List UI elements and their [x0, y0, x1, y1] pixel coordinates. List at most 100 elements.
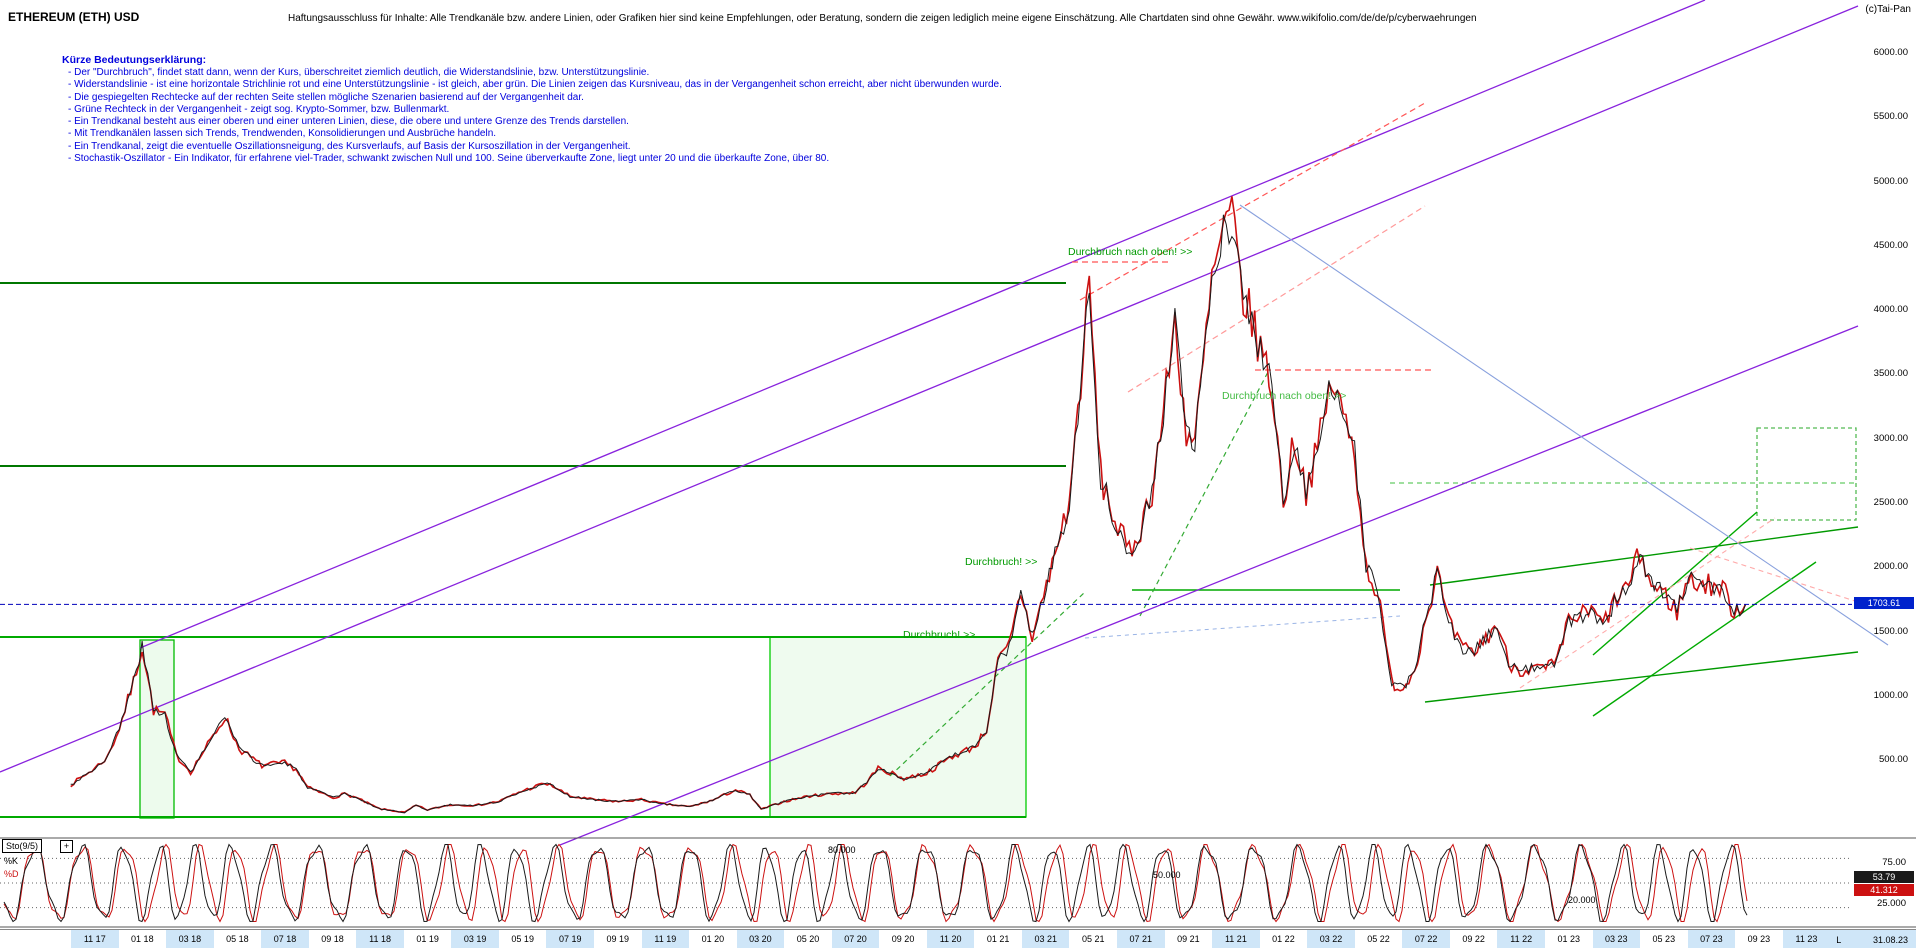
- price-tick-label: 5000.00: [1873, 175, 1908, 187]
- date-label: 09 23: [1735, 930, 1783, 948]
- date-label: 01 19: [403, 930, 452, 948]
- channel-upper-2023[interactable]: [1429, 526, 1859, 586]
- date-axis-spacer: [0, 930, 71, 948]
- legend-line: - Mit Trendkanälen lassen sich Trends, T…: [68, 128, 497, 140]
- explanation-heading: Kürze Bedeutungserklärung:: [62, 54, 207, 66]
- downtrend-line-2022[interactable]: [1239, 204, 1889, 646]
- date-label: 07 18: [261, 930, 309, 948]
- price-tick-label: 6000.00: [1873, 46, 1908, 58]
- legend-line: - Ein Trendkanal, zeigt die eventuelle O…: [68, 140, 631, 152]
- date-label: 01 21: [974, 930, 1022, 948]
- date-label: 09 22: [1449, 930, 1498, 948]
- stochastic-indicator-label[interactable]: Sto(9/5): [2, 839, 43, 853]
- date-label: 11 22: [1497, 930, 1545, 948]
- breakout-annotation[interactable]: Durchbruch nach oben! >>: [1068, 246, 1193, 258]
- trend-channel-mid[interactable]: [0, 5, 1859, 773]
- price-tick-label: 3000.00: [1873, 432, 1908, 444]
- date-axis-tail: L 31.08.23: [1830, 930, 1916, 948]
- date-label: 01 22: [1259, 930, 1308, 948]
- breakout-annotation[interactable]: Durchbruch! >>: [965, 556, 1038, 568]
- date-label: 11 21: [1212, 930, 1260, 948]
- price-tick-label: 1500.00: [1873, 625, 1908, 637]
- legend-line: - Der "Durchbruch", findet statt dann, w…: [68, 67, 650, 78]
- stochastic-k-value-badge: 53.79: [1854, 871, 1914, 883]
- date-label: 03 18: [166, 930, 214, 948]
- price-tick-label: 2000.00: [1873, 561, 1908, 573]
- legend-line: - Ein Trendkanal besteht aus einer obere…: [68, 116, 629, 128]
- date-label: 09 19: [594, 930, 642, 948]
- price-tick-label: 500.00: [1878, 754, 1908, 766]
- stochastic-guide-label-50: 50.000: [1153, 870, 1181, 880]
- price-tick-label: 4500.00: [1873, 239, 1908, 251]
- date-label: 01 23: [1544, 930, 1593, 948]
- channel-lower-2023[interactable]: [1424, 651, 1859, 703]
- stochastic-guide-label-20: 20.000: [1568, 895, 1596, 905]
- price-tick-label: 2500.00: [1873, 496, 1908, 508]
- dashed-support-2021[interactable]: [1139, 371, 1269, 617]
- date-label: 11 17: [71, 930, 119, 948]
- date-label: 03 19: [451, 930, 499, 948]
- date-label: 01 18: [118, 930, 167, 948]
- date-label: 05 21: [1069, 930, 1118, 948]
- stochastic-axis-lower: 25.000: [1876, 898, 1906, 909]
- breakout-annotation[interactable]: Durchbruch! >>: [903, 629, 976, 641]
- dashed-red-channel-bottom-2021[interactable]: [1127, 205, 1426, 393]
- date-label: 03 20: [736, 930, 785, 948]
- dashed-red-decline-2023[interactable]: [1689, 547, 1859, 603]
- date-label: 05 18: [213, 930, 262, 948]
- date-axis: 11 17 01 18 03 18 05 18 07 18 09 18 11 18 01 19…: [0, 929, 1916, 948]
- date-axis-cells: 11 17 01 18 03 18 05 18 07 18 09 18 11 18 01 19…: [71, 930, 1831, 948]
- date-label: 05 20: [784, 930, 832, 948]
- symbol-title: ETHEREUM (ETH) USD: [8, 10, 140, 24]
- dashed-red-channel-top-2021[interactable]: [1079, 102, 1426, 301]
- legend-line: - Stochastik-Oszillator - Ein Indikator,…: [68, 153, 830, 165]
- stochastic-axis-upper: 75.00: [1882, 857, 1906, 868]
- date-label: 11 19: [641, 930, 690, 948]
- date-label: 03 22: [1307, 930, 1355, 948]
- date-label: 01 20: [689, 930, 737, 948]
- stochastic-d-line: [3, 843, 1748, 923]
- bull-market-box-2020[interactable]: [769, 636, 1027, 818]
- steep-channel-lower-2023[interactable]: [1592, 561, 1817, 717]
- explanation-block: Kürze Bedeutungserklärung: - Der "Durchb…: [62, 54, 1002, 165]
- stochastic-k-label: %K: [4, 856, 19, 866]
- price-tick-label: 4000.00: [1873, 304, 1908, 316]
- last-price-badge: 1703.61: [1854, 597, 1914, 610]
- breakout-annotation[interactable]: Durchbruch nach oben! >>: [1222, 390, 1347, 402]
- date-label: 05 19: [498, 930, 547, 948]
- date-label: 05 23: [1640, 930, 1688, 948]
- last-marker: L: [1836, 934, 1842, 945]
- legend-line: - Widerstandslinie - ist eine horizontal…: [68, 79, 1002, 91]
- date-label: 11 23: [1782, 930, 1831, 948]
- trend-channel-lower[interactable]: [559, 325, 1859, 846]
- date-label: 11 18: [356, 930, 404, 948]
- trend-channel-upper[interactable]: [139, 0, 1706, 649]
- explanation-lines: - Der "Durchbruch", findet statt dann, w…: [62, 67, 1002, 165]
- date-label: 11 20: [926, 930, 975, 948]
- date-label: 07 21: [1117, 930, 1165, 948]
- price-tick-label: 5500.00: [1873, 111, 1908, 123]
- price-tick-label: 1000.00: [1873, 689, 1908, 701]
- stochastic-d-value-badge: 41.312: [1854, 884, 1914, 896]
- date-label: 05 22: [1354, 930, 1403, 948]
- date-label: 09 18: [308, 930, 357, 948]
- date-label: 07 20: [831, 930, 880, 948]
- date-label: 07 23: [1687, 930, 1736, 948]
- date-label: 07 19: [546, 930, 595, 948]
- stochastic-d-label: %D: [4, 869, 19, 879]
- disclaimer-text: Haftungsausschluss für Inhalte: Alle Tre…: [288, 13, 1477, 24]
- stochastic-k-line: [3, 843, 1748, 923]
- dashed-blue-level[interactable]: [1084, 615, 1401, 639]
- legend-line: - Die gespiegelten Rechtecke auf der rec…: [68, 91, 584, 103]
- date-label: 09 20: [879, 930, 927, 948]
- legend-line: - Grüne Rechteck in der Vergangenheit - …: [68, 103, 450, 115]
- dashed-red-trend-2023[interactable]: [1519, 517, 1776, 689]
- date-label: 07 22: [1402, 930, 1450, 948]
- scenario-box-right[interactable]: [1756, 427, 1857, 521]
- indicator-expand-button[interactable]: +: [60, 840, 73, 853]
- steep-channel-upper-2023[interactable]: [1592, 511, 1758, 656]
- price-axis: 6000.00 5500.00 5000.00 4500.00 4000.00 3500.…: [1852, 0, 1916, 838]
- date-label: 03 21: [1021, 930, 1070, 948]
